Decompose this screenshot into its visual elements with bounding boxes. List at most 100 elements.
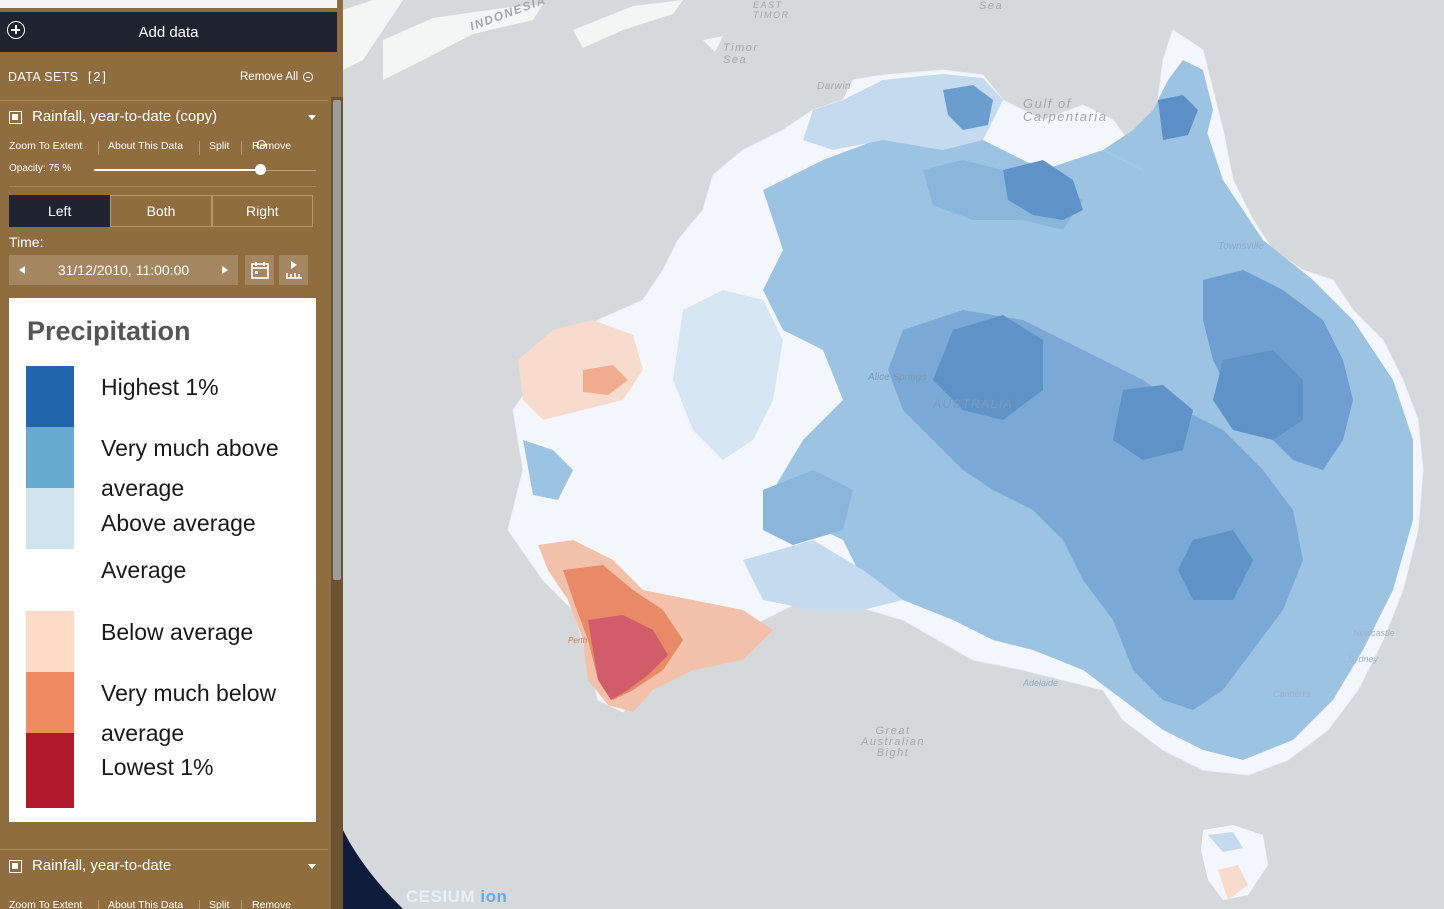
remove-circle-icon — [303, 71, 314, 82]
lowest-region — [588, 615, 668, 700]
legend-label-below: Below average — [101, 619, 254, 645]
legend-title: Precipitation — [27, 316, 191, 346]
legend-label-lowest: Lowest 1% — [101, 754, 214, 780]
calendar-button[interactable] — [245, 255, 274, 285]
split-both-button[interactable]: Both — [110, 195, 212, 227]
split-link[interactable]: Split — [209, 899, 230, 909]
above-average-region — [743, 540, 903, 610]
timor-island — [573, 0, 683, 48]
next-time-button[interactable] — [209, 255, 238, 285]
collapse-caret-icon[interactable] — [308, 864, 316, 869]
ion-text: ion — [480, 887, 508, 906]
remove-circle-icon — [257, 140, 266, 149]
highest-region — [1113, 385, 1193, 460]
divider — [199, 900, 200, 909]
map-label-east-timor: EAST TIMOR — [753, 0, 790, 20]
remove-all-label: Remove All — [240, 71, 299, 83]
zoom-to-extent-link[interactable]: Zoom To Extent — [9, 140, 83, 152]
map-label-townsville: Townsville — [1218, 241, 1264, 252]
about-data-link[interactable]: About This Data — [108, 899, 184, 909]
highest-region — [1213, 350, 1303, 440]
plus-circle-icon — [7, 21, 25, 39]
legend-label-highest: Highest 1% — [101, 374, 219, 400]
map-label-gulf: Gulf of Carpentaria — [1023, 96, 1108, 124]
legend-swatch-very-much-above — [26, 427, 74, 488]
above-average-region — [763, 470, 853, 545]
split-right-button[interactable]: Right — [211, 195, 313, 227]
time-value[interactable]: 31/12/2010, 11:00:00 — [38, 255, 209, 285]
legend-swatch-very-much-below — [26, 672, 74, 733]
calendar-icon — [251, 262, 269, 279]
visibility-checkbox[interactable] — [9, 111, 22, 124]
previous-time-button[interactable] — [9, 255, 38, 285]
map-label-newcastle: Newcastle — [1353, 628, 1395, 638]
dataset-item: Rainfall, year-to-date (copy) Zoom To Ex… — [0, 100, 328, 835]
highest-region — [1178, 530, 1253, 600]
legend-swatch-lowest — [26, 733, 74, 808]
divider — [241, 900, 242, 909]
map-label-adelaide: Adelaide — [1023, 678, 1059, 688]
opacity-slider-fill — [94, 169, 261, 171]
datasets-header: DATA SETS [2] Remove All — [0, 52, 337, 100]
map-label-perth: Perth — [568, 636, 588, 645]
split-link[interactable]: Split — [209, 140, 230, 152]
legend-label-average: Average — [101, 557, 187, 583]
opacity-label: Opacity: 75 % — [9, 163, 72, 174]
about-data-link[interactable]: About This Data — [108, 140, 184, 152]
map-viewer[interactable]: Darwin Gulf of Carpentaria Timor Sea EAS… — [343, 0, 1444, 909]
map-label-canberra: Canberra — [1273, 689, 1311, 699]
above-average-region — [523, 440, 573, 500]
add-data-label: Add data — [138, 23, 199, 41]
dataset-item-header[interactable]: Rainfall, year-to-date (copy) — [0, 100, 328, 133]
divider — [241, 141, 242, 155]
precipitation-legend: Precipitation Highest 1% Very much above… — [9, 298, 316, 822]
above-average-region — [1103, 60, 1213, 170]
split-left-button[interactable]: Left — [9, 195, 111, 227]
map-label-sea: Sea — [979, 0, 1004, 12]
divider — [98, 900, 99, 909]
island — [343, 0, 403, 70]
panel-scrollbar-thumb[interactable] — [333, 100, 341, 580]
island — [703, 36, 723, 52]
zoom-to-extent-link[interactable]: Zoom To Extent — [9, 899, 83, 909]
dataset-actions: Zoom To Extent About This Data Split Rem… — [0, 899, 328, 909]
animate-timeline-button[interactable] — [279, 255, 308, 285]
highest-region — [1158, 95, 1198, 140]
add-data-button[interactable]: Add data — [0, 12, 337, 52]
divider — [9, 186, 316, 187]
timeline-play-icon — [286, 261, 302, 279]
map-label-darwin: Darwin — [817, 81, 852, 92]
highest-region — [1003, 160, 1083, 220]
cesium-ion-logo[interactable]: CESIUM ion — [406, 887, 507, 907]
time-controls: 31/12/2010, 11:00:00 — [9, 255, 311, 285]
below-average-region — [518, 320, 643, 420]
opacity-slider-handle[interactable] — [255, 164, 266, 175]
legend-swatch-average — [26, 549, 74, 611]
cesium-text: CESIUM — [406, 887, 476, 906]
map-label-alice-springs: Alice Springs — [868, 372, 927, 383]
dataset-name: Rainfall, year-to-date (copy) — [32, 108, 218, 125]
very-much-below-region — [583, 365, 628, 395]
divider — [98, 141, 99, 155]
collapse-caret-icon[interactable] — [308, 115, 316, 120]
dataset-name: Rainfall, year-to-date — [32, 857, 172, 874]
datasets-count: [2] — [88, 70, 108, 84]
map-label-sydney: Sydney — [1348, 654, 1379, 664]
globe-space-edge — [343, 830, 403, 909]
legend-swatch-highest — [26, 366, 74, 427]
above-average-region — [1208, 832, 1243, 852]
above-average-region — [673, 290, 783, 460]
legend-label-very-much-below: Very much below average — [101, 680, 277, 746]
workbench-panel: Add data DATA SETS [2] Remove All Rainfa… — [0, 0, 343, 909]
datasets-title: DATA SETS — [8, 70, 79, 84]
map-label-great-australian-bight: Great Australian Bight — [861, 725, 925, 759]
remove-all-button[interactable]: Remove All — [240, 71, 314, 83]
map-canvas — [343, 0, 1424, 909]
dataset-item-header[interactable]: Rainfall, year-to-date — [0, 849, 328, 882]
map-label-timor-sea: Timor Sea — [723, 42, 759, 66]
visibility-checkbox[interactable] — [9, 860, 22, 873]
highest-region — [933, 315, 1043, 420]
remove-link[interactable]: Remove — [252, 899, 292, 909]
legend-swatch-above — [26, 488, 74, 549]
time-label: Time: — [9, 234, 44, 250]
